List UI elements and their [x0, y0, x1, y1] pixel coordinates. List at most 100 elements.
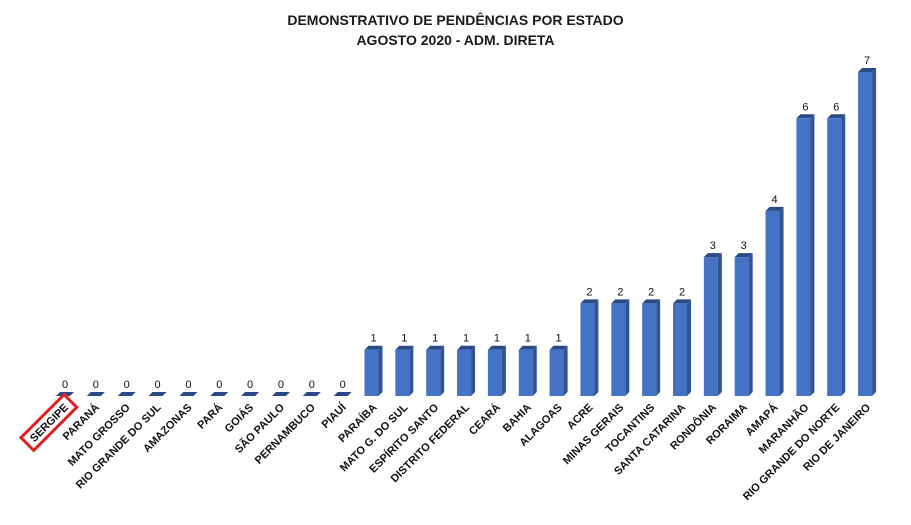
bar-side-face — [532, 345, 537, 396]
bar-acre — [580, 299, 599, 396]
bar-top-face — [148, 392, 167, 396]
value-label-espirito-santo: 1 — [432, 333, 438, 345]
value-label-roraima: 3 — [741, 240, 747, 252]
bar-top-face — [734, 253, 753, 258]
bar-front-face — [611, 303, 626, 396]
bar-top-face — [642, 299, 661, 304]
bar-top-face — [395, 345, 414, 350]
bar-top-face — [611, 299, 630, 304]
value-label-bahia: 1 — [525, 333, 531, 345]
bar-side-face — [810, 114, 815, 397]
bar-top-face — [518, 345, 537, 350]
bar-amazonas — [179, 392, 198, 396]
bar-side-face — [440, 345, 445, 396]
bar-rio-grande-do-norte — [827, 114, 846, 397]
bar-santa-catarina — [673, 299, 691, 396]
bar-side-face — [563, 345, 568, 396]
bar-front-face — [796, 118, 811, 397]
bar-side-face — [656, 299, 661, 396]
value-label-tocantins: 2 — [648, 286, 654, 298]
bar-front-face — [457, 349, 472, 396]
value-label-mato-g-do-sul: 1 — [401, 333, 407, 345]
chart-subtitle: AGOSTO 2020 - ADM. DIRETA — [356, 32, 555, 48]
bar-side-face — [687, 299, 691, 396]
bar-rondonia — [703, 253, 722, 396]
value-label-paraiba: 1 — [370, 333, 376, 345]
bar-top-face — [487, 345, 506, 350]
bar-side-face — [748, 253, 753, 396]
bar-side-face — [779, 206, 784, 396]
bar-side-face — [717, 253, 722, 396]
bar-goias — [241, 392, 260, 396]
bar-tocantins — [642, 299, 661, 396]
bar-para — [210, 392, 229, 396]
value-label-sao-paulo: 0 — [278, 379, 284, 391]
bar-mato-grosso — [117, 392, 136, 396]
bar-rio-grande-do-sul — [148, 392, 167, 396]
category-label-ceara: CEARÁ — [466, 401, 503, 438]
bar-top-face — [333, 392, 352, 396]
chart-title: DEMONSTRATIVO DE PENDÊNCIAS POR ESTADO — [287, 12, 624, 28]
value-label-pernambuco: 0 — [309, 379, 315, 391]
bar-alagoas — [549, 345, 568, 396]
bar-top-face — [86, 392, 105, 396]
bar-espirito-santo — [426, 345, 445, 396]
bar-top-face — [703, 253, 722, 258]
value-label-para: 0 — [216, 379, 222, 391]
value-labels-group: 0 0 0 0 0 0 0 0 0 0 1 1 1 1 1 1 1 2 2 2 2 3 3 4 6 6 7 — [62, 55, 870, 391]
bar-sao-paulo — [271, 392, 290, 396]
bar-top-face — [549, 345, 568, 350]
value-label-ceara: 1 — [494, 333, 500, 345]
value-label-minas-gerais: 2 — [617, 286, 623, 298]
value-label-maranhao: 6 — [802, 101, 808, 113]
bar-top-face — [796, 114, 815, 119]
bar-distrito-federal — [457, 345, 476, 396]
value-label-rio-grande-do-sul: 0 — [154, 379, 160, 391]
bar-front-face — [642, 303, 657, 396]
bar-maranhao — [796, 114, 815, 397]
bar-side-face — [625, 299, 630, 396]
value-label-distrito-federal: 1 — [463, 333, 469, 345]
value-label-rondonia: 3 — [710, 240, 716, 252]
value-label-amazonas: 0 — [185, 379, 191, 391]
value-label-parana: 0 — [93, 379, 99, 391]
bar-top-face — [117, 392, 136, 396]
bar-side-face — [872, 68, 877, 396]
bar-ceara — [487, 345, 506, 396]
bar-front-face — [580, 303, 595, 396]
bar-top-face — [580, 299, 599, 304]
value-label-sergipe: 0 — [62, 379, 68, 391]
bar-front-face — [518, 349, 533, 396]
bar-front-face — [765, 210, 780, 396]
bar-top-face — [210, 392, 229, 396]
value-label-mato-grosso: 0 — [124, 379, 130, 391]
bar-side-face — [471, 345, 476, 396]
bar-paraiba — [364, 345, 383, 396]
bar-parana — [86, 392, 105, 396]
bar-top-face — [364, 345, 383, 350]
bar-front-face — [703, 257, 718, 396]
bar-side-face — [378, 345, 383, 396]
chart-title-block: DEMONSTRATIVO DE PENDÊNCIAS POR ESTADO A… — [0, 10, 911, 50]
bar-top-face — [827, 114, 846, 119]
bar-front-face — [549, 349, 564, 396]
bar-front-face — [426, 349, 441, 396]
bar-roraima — [734, 253, 753, 396]
value-label-santa-catarina: 2 — [679, 286, 685, 298]
value-label-rio-de-janeiro: 7 — [864, 55, 870, 67]
category-label-para: PARÁ — [195, 401, 226, 432]
bar-front-face — [858, 72, 873, 396]
bar-top-face — [241, 392, 260, 396]
value-label-rio-grande-do-norte: 6 — [833, 101, 839, 113]
bar-side-face — [594, 299, 599, 396]
bar-rio-de-janeiro — [858, 68, 877, 396]
bar-front-face — [827, 118, 842, 397]
bar-front-face — [734, 257, 749, 396]
value-label-amapa: 4 — [771, 194, 777, 206]
bar-piaui — [333, 392, 352, 396]
bars-group — [56, 68, 877, 397]
bar-bahia — [518, 345, 537, 396]
bar-side-face — [841, 114, 846, 397]
